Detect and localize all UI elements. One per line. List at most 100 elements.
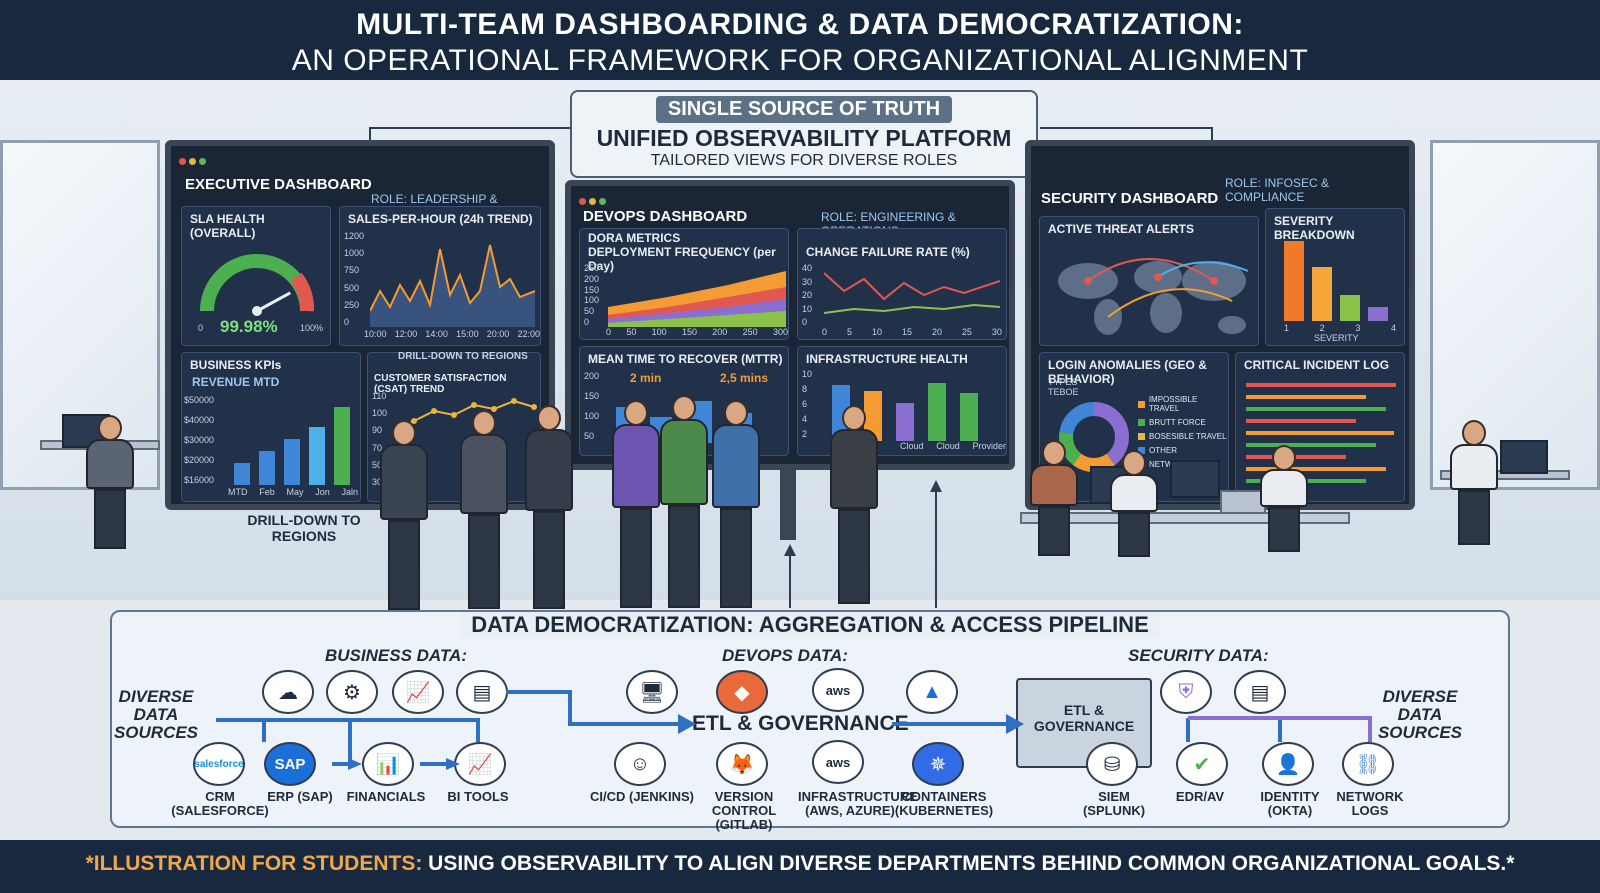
devops-monitor: DEVOPS DASHBOARD ROLE: ENGINEERING & OPE… xyxy=(565,180,1015,470)
severity-title: SEVERITY BREAKDOWN xyxy=(1274,214,1355,242)
axis-tick-label: 100 xyxy=(372,408,388,419)
axis-tick-label: $20000 xyxy=(184,455,215,465)
revenue-bar xyxy=(259,451,275,485)
page-title: MULTI-TEAM DASHBOARDING & DATA DEMOCRATI… xyxy=(356,8,1244,41)
aws-icon: aws xyxy=(812,668,864,712)
axis-tick-label: 250 xyxy=(584,263,600,273)
infra-title: INFRASTRUCTURE HEALTH xyxy=(806,352,968,366)
axis-tick-label: 750 xyxy=(344,265,360,276)
sales-title: SALES-PER-HOUR (24h TREND) xyxy=(348,212,533,226)
shield-icon: ⛨ xyxy=(1160,670,1212,714)
sales-panel: SALES-PER-HOUR (24h TREND) 1200 1000 750 50… xyxy=(339,206,541,346)
source-label: INFRASTRUCTURE (AWS, AZURE) xyxy=(798,789,918,818)
axis-tick-label: 20 xyxy=(931,327,942,337)
executive-title: EXECUTIVE DASHBOARD xyxy=(185,176,372,193)
monitor-icon: 🖥 xyxy=(626,670,678,714)
severity-axis-label: SEVERITY xyxy=(1314,333,1359,343)
axis-tick-label: MTD xyxy=(228,487,248,497)
axis-tick-label: 150 xyxy=(681,327,697,337)
axis-tick-label: 100 xyxy=(651,327,667,337)
source-label: BI TOOLS xyxy=(447,789,509,804)
source-label: SIEM (SPLUNK) xyxy=(1082,789,1146,818)
axis-tick-label: May xyxy=(286,487,304,497)
chart-icon: 📈 xyxy=(392,670,444,714)
legend-swatch xyxy=(1138,400,1145,408)
aws-icon-2: aws xyxy=(812,740,864,784)
revenue-bar xyxy=(309,427,325,485)
axis-tick-label: $40000 xyxy=(184,415,215,425)
axis-tick-label: 50 xyxy=(584,306,595,317)
incident-log-lines xyxy=(1246,383,1396,483)
security-data-title: SECURITY DATA: xyxy=(1128,646,1269,665)
severity-panel: SEVERITY BREAKDOWN 1 2 3 4 SEVERITY xyxy=(1265,208,1405,346)
axis-tick-label: 100 xyxy=(584,411,600,421)
axis-tick-label: 90 xyxy=(372,425,383,436)
login-donut-chart xyxy=(1059,402,1129,472)
security-role: ROLE: INFOSEC & COMPLIANCE xyxy=(1225,176,1330,204)
legend-swatch xyxy=(1138,433,1145,440)
axis-tick-label: 6 xyxy=(802,399,808,409)
axis-tick-label: 4 xyxy=(1390,323,1396,333)
axis-tick-label: 70 xyxy=(372,442,383,453)
footer-banner: *ILLUSTRATION FOR STUDENTS: USING OBSERV… xyxy=(0,840,1600,893)
mttr-value-2: 2,5 mins xyxy=(720,371,769,385)
threat-world-map xyxy=(1058,258,1249,335)
sla-min: 0 xyxy=(198,323,204,333)
axis-tick-label: 500 xyxy=(344,282,360,293)
right-window xyxy=(1430,140,1600,490)
axis-tick-label: 10 xyxy=(871,327,882,337)
executive-monitor: EXECUTIVE DASHBOARD ROLE: LEADERSHIP & S… xyxy=(165,140,555,510)
security-title: SECURITY DASHBOARD xyxy=(1041,190,1219,207)
etl-governance-label: ETL & GOVERNANCE xyxy=(692,712,909,735)
window-dots xyxy=(579,192,609,210)
deployment-frequency-panel: DORA METRICS DEPLOYMENT FREQUENCY (per D… xyxy=(579,228,789,340)
axis-tick-label: $50000 xyxy=(184,395,215,405)
axis-tick-label: $30000 xyxy=(184,435,215,445)
axis-tick-label: Jaln xyxy=(341,487,358,497)
log-list-icon: ▤ xyxy=(1234,670,1286,714)
axis-tick-label: 8 xyxy=(802,384,808,394)
legend-label: BOSESIBLE TRAVEL xyxy=(1149,432,1227,441)
deployment-area-chart xyxy=(608,271,786,327)
devops-title: DEVOPS DASHBOARD xyxy=(583,208,748,225)
dora-title: DORA METRICS xyxy=(588,231,681,245)
axis-tick-label: 12:00 xyxy=(394,329,418,339)
source-label: CI/CD (JENKINS) xyxy=(590,789,695,804)
truth-pill: SINGLE SOURCE OF TRUTH xyxy=(655,96,953,123)
axis-tick-label: 50 xyxy=(372,459,383,470)
axis-tick-label: 30 xyxy=(372,477,383,487)
sla-title: SLA HEALTH (OVERALL) xyxy=(190,212,265,240)
axis-tick-label: 30 xyxy=(991,327,1002,337)
axis-tick-label: 20 xyxy=(802,290,813,300)
jenkins-icon: ☺ xyxy=(614,742,666,786)
security-monitor: SECURITY DASHBOARD ROLE: INFOSEC & COMPL… xyxy=(1025,140,1415,510)
types-label: TYPES TEBOE xyxy=(1048,377,1079,397)
table-icon: ▤ xyxy=(456,670,508,714)
axis-tick-label: 200 xyxy=(712,327,728,337)
legend-label: BRUTT FORCE xyxy=(1149,418,1206,427)
mttr-value-1: 2 min xyxy=(630,371,662,385)
login-title: LOGIN ANOMALIES (GEO & BEHAVIOR) xyxy=(1048,358,1207,386)
kpi-title: BUSINESS KPIs xyxy=(190,358,282,372)
gitlab-icon: 🦊 xyxy=(716,742,768,786)
mttr-x-label: SC xyxy=(614,443,627,453)
soc-monitor-1 xyxy=(1090,466,1140,504)
axis-tick-label: Cloud xyxy=(900,441,924,451)
source-label: IDENTITY (OKTA) xyxy=(1260,789,1320,818)
axis-tick-label: $16000 xyxy=(184,475,215,485)
source-label: FINANCIALS xyxy=(346,789,426,804)
legend-label: IMPOSSIBLE TRAVEL xyxy=(1148,395,1198,413)
sla-value: 99.98% xyxy=(220,317,278,336)
legend-item: OTHER xyxy=(1138,446,1228,455)
financials-icon: 📊 xyxy=(362,742,414,786)
revenue-bar xyxy=(284,439,300,485)
source-label: CONTAINERS (KUBERNETES) xyxy=(894,789,994,818)
infra-bar-chart xyxy=(832,383,978,441)
axis-tick-label: 150 xyxy=(584,391,600,401)
axis-tick-label: Jon xyxy=(315,487,330,497)
axis-tick-label: 250 xyxy=(742,327,758,337)
axis-tick-label: 0 xyxy=(802,317,808,327)
database-icon: ⛁ xyxy=(1086,742,1138,786)
source-label: CRM (SALESFORCE) xyxy=(171,789,269,818)
axis-tick-label: 50 xyxy=(584,431,595,441)
